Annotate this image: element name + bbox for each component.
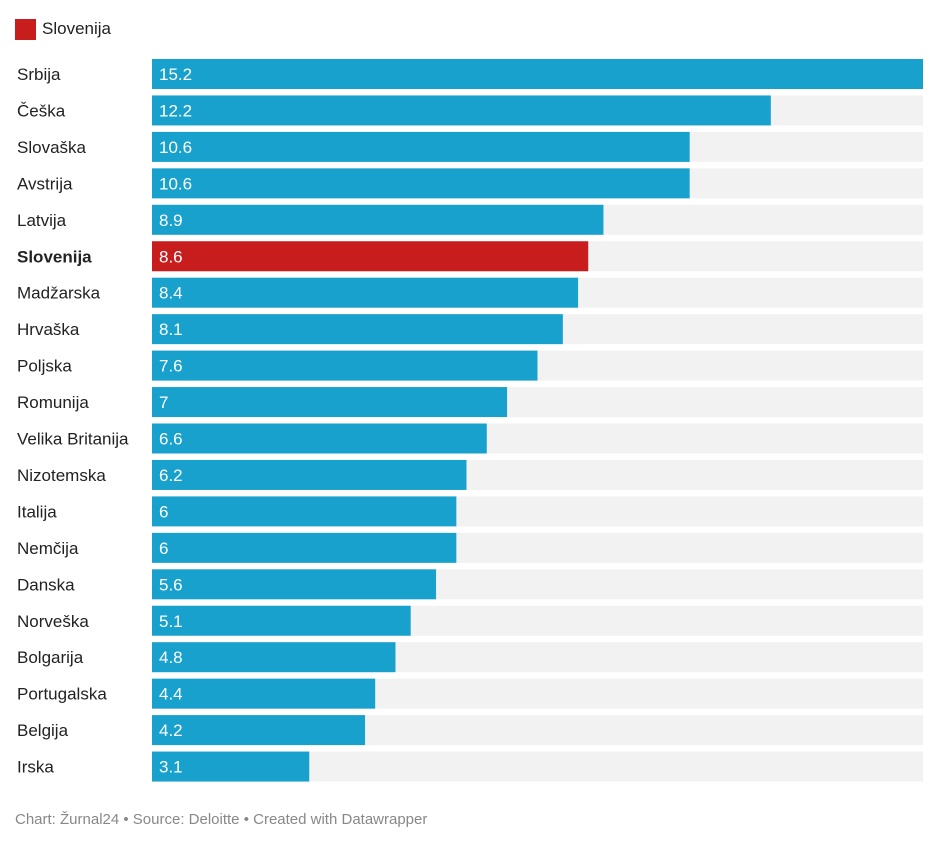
category-label-belgija: Belgija (17, 721, 69, 740)
bar-hrvaska (152, 314, 563, 345)
value-label-ceska: 12.2 (159, 101, 192, 120)
bar-belgija (152, 715, 366, 746)
value-label-danska: 5.6 (159, 575, 183, 594)
chart-footer: Chart: Žurnal24 • Source: Deloitte • Cre… (15, 811, 428, 828)
category-label-poljska: Poljska (17, 357, 72, 376)
category-label-velika-britanija: Velika Britanija (17, 430, 129, 449)
bar-slovenija (152, 241, 589, 272)
value-label-srbija: 15.2 (159, 65, 192, 84)
category-label-bolgarija: Bolgarija (17, 648, 84, 667)
value-label-hrvaska: 8.1 (159, 320, 183, 339)
value-label-slovenija: 8.6 (159, 247, 183, 266)
bar-chart: Srbija 15.2 Češka 12.2 Slovaška 10.6 Avstrija 1… (17, 59, 923, 782)
category-label-avstrija: Avstrija (17, 174, 73, 193)
category-label-nemcija: Nemčija (17, 539, 79, 558)
bar-velika-britanija (152, 423, 487, 454)
legend-label: Slovenija (42, 19, 111, 38)
category-label-latvija: Latvija (17, 211, 67, 230)
bar-italija (152, 496, 457, 527)
value-label-portugalska: 4.4 (159, 685, 183, 704)
value-label-bolgarija: 4.8 (159, 648, 183, 667)
category-label-hrvaska: Hrvaška (17, 320, 80, 339)
value-label-slovaska: 10.6 (159, 138, 192, 157)
category-label-madzarska: Madžarska (17, 284, 101, 303)
bar-avstrija (152, 168, 690, 199)
bar-bolgarija (152, 642, 396, 673)
bar-ceska (152, 95, 771, 126)
bar-poljska (152, 350, 538, 381)
bar-irska (152, 751, 310, 782)
bar-slovaska (152, 131, 690, 162)
bar-nizotemska (152, 459, 467, 490)
value-label-avstrija: 10.6 (159, 174, 192, 193)
bar-romunija (152, 387, 508, 418)
value-label-poljska: 7.6 (159, 357, 183, 376)
category-label-slovaska: Slovaška (17, 138, 87, 157)
category-label-nizotemska: Nizotemska (17, 466, 106, 485)
value-label-velika-britanija: 6.6 (159, 430, 183, 449)
value-label-romunija: 7 (159, 393, 168, 412)
value-label-madzarska: 8.4 (159, 284, 183, 303)
category-label-romunija: Romunija (17, 393, 89, 412)
value-label-italija: 6 (159, 502, 168, 521)
bar-portugalska (152, 678, 376, 709)
bar-latvija (152, 204, 604, 235)
bar-norveska (152, 605, 411, 636)
category-label-portugalska: Portugalska (17, 685, 107, 704)
value-label-irska: 3.1 (159, 758, 183, 777)
value-label-nemcija: 6 (159, 539, 168, 558)
value-label-latvija: 8.9 (159, 211, 183, 230)
bar-danska (152, 569, 437, 600)
category-label-norveska: Norveška (17, 612, 89, 631)
legend-swatch (15, 18, 36, 40)
category-label-italija: Italija (17, 502, 57, 521)
value-label-belgija: 4.2 (159, 721, 183, 740)
value-label-norveska: 5.1 (159, 612, 183, 631)
category-label-irska: Irska (17, 758, 54, 777)
bar-srbija (152, 59, 923, 89)
value-label-nizotemska: 6.2 (159, 466, 183, 485)
bar-madzarska (152, 277, 579, 308)
category-label-slovenija: Slovenija (17, 247, 92, 266)
category-label-ceska: Češka (17, 101, 66, 120)
legend: Slovenija (15, 18, 111, 40)
category-label-srbija: Srbija (17, 65, 61, 84)
bar-nemcija (152, 532, 457, 563)
category-label-danska: Danska (17, 575, 75, 594)
